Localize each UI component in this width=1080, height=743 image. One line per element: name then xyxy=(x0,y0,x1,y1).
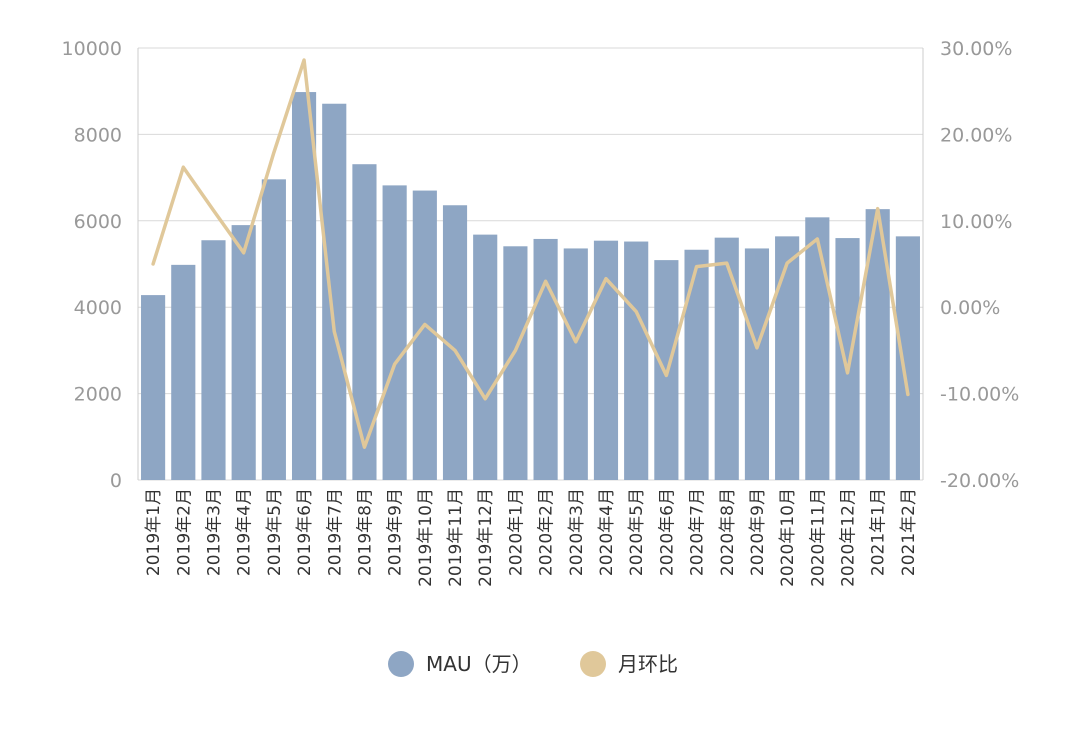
y-right-tick-label: 0.00% xyxy=(940,297,1000,319)
y-left-tick-label: 2000 xyxy=(74,384,122,406)
bar-mark xyxy=(291,92,317,480)
bar-mark xyxy=(231,225,256,480)
line-layer xyxy=(151,58,910,449)
bar-mark xyxy=(261,179,286,480)
x-tick-label: 2019年6月 xyxy=(295,488,315,576)
legend-label-mom: 月环比 xyxy=(618,652,678,676)
x-tick-label: 2020年11月 xyxy=(808,488,828,587)
legend-swatch-mau xyxy=(388,651,414,677)
x-tick-label: 2020年10月 xyxy=(778,488,798,587)
bar-mark xyxy=(171,264,196,480)
bar-mark xyxy=(895,236,920,480)
x-tick-label: 2021年1月 xyxy=(869,488,889,576)
y-left-tick-label: 4000 xyxy=(74,297,122,319)
bar-mark xyxy=(805,217,830,480)
x-tick-label: 2020年3月 xyxy=(567,488,587,576)
line-series-month-over-month xyxy=(151,58,910,449)
y-right-tick-label: 30.00% xyxy=(940,38,1012,60)
x-tick-label: 2019年8月 xyxy=(355,488,375,576)
y-left-tick-label: 6000 xyxy=(74,211,122,233)
x-tick-label: 2019年11月 xyxy=(446,488,466,587)
y-right-tick-label: -20.00% xyxy=(940,470,1019,492)
x-tick-label: 2020年4月 xyxy=(597,488,617,576)
x-tick-label: 2020年6月 xyxy=(657,488,677,576)
y-left-tick-label: 8000 xyxy=(74,124,122,146)
bar-mark xyxy=(593,240,619,480)
x-tick-label: 2019年12月 xyxy=(476,488,496,587)
x-tick-label: 2020年12月 xyxy=(839,488,859,587)
legend: MAU（万） 月环比 xyxy=(388,651,678,677)
bar-mark xyxy=(835,238,860,480)
x-tick-label: 2020年1月 xyxy=(506,488,526,576)
y-right-tick-label: 10.00% xyxy=(940,211,1012,233)
x-tick-label: 2020年7月 xyxy=(688,488,708,576)
legend-label-mau: MAU（万） xyxy=(426,652,532,676)
bar-mark xyxy=(473,234,498,480)
x-tick-label: 2021年2月 xyxy=(899,488,919,576)
legend-swatch-mom xyxy=(580,651,606,677)
axis-layer: 0 2000 4000 6000 8000 10000 -20.00% -10.00% 0.00… xyxy=(62,38,1020,587)
x-tick-label: 2019年2月 xyxy=(174,488,194,576)
x-tick-label: 2019年9月 xyxy=(386,488,406,576)
bar-mark xyxy=(775,236,800,480)
bar-mark xyxy=(563,248,588,480)
y-left-tick-label: 0 xyxy=(110,470,122,492)
bar-mark xyxy=(201,240,226,480)
x-tick-label: 2019年5月 xyxy=(265,488,285,576)
x-tick-label: 2019年3月 xyxy=(204,488,224,576)
x-tick-label: 2019年7月 xyxy=(325,488,345,576)
bar-mark xyxy=(141,295,166,480)
bar-mark xyxy=(714,237,739,480)
bar-mark xyxy=(684,249,709,480)
x-tick-label: 2020年9月 xyxy=(748,488,768,576)
bars-layer xyxy=(141,92,920,480)
bar-mark xyxy=(533,238,558,480)
bar-mark xyxy=(744,248,770,480)
bar-mark xyxy=(352,164,377,480)
x-tick-label: 2020年2月 xyxy=(537,488,557,576)
x-tick-label: 2019年4月 xyxy=(235,488,255,576)
y-right-tick-label: 20.00% xyxy=(940,124,1012,146)
y-right-tick-label: -10.00% xyxy=(940,384,1019,406)
bar-mark xyxy=(322,103,347,480)
bar-mark xyxy=(624,241,649,480)
y-left-tick-label: 10000 xyxy=(62,38,122,60)
x-tick-label: 2020年5月 xyxy=(627,488,647,576)
x-tick-label: 2019年10月 xyxy=(416,488,436,587)
x-tick-label: 2020年8月 xyxy=(718,488,738,576)
x-tick-label: 2019年1月 xyxy=(144,488,164,576)
bar-mark xyxy=(382,185,407,480)
